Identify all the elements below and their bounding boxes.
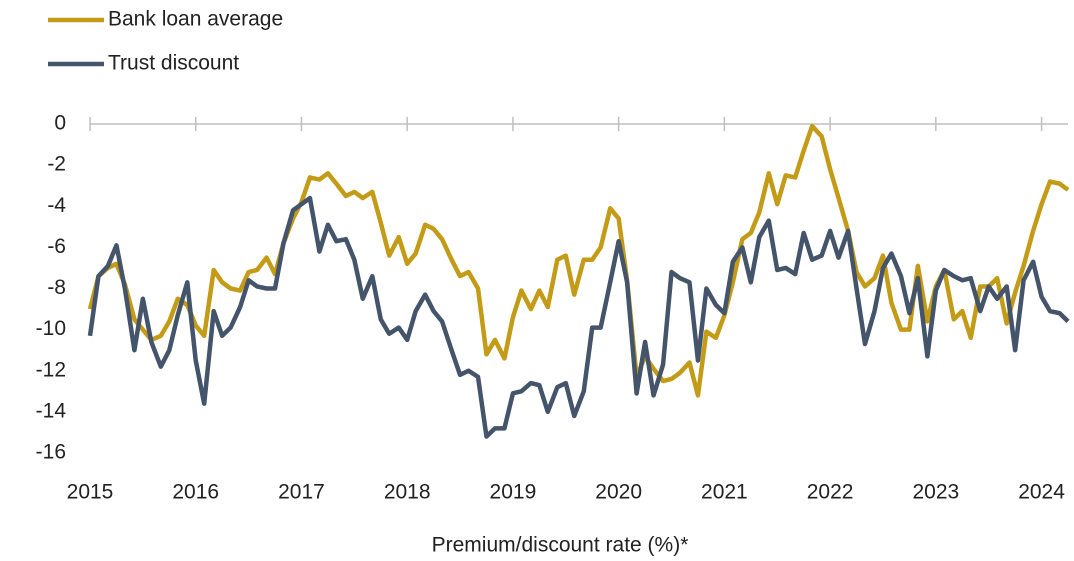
data-line xyxy=(87,195,1070,439)
x-tick-label: 2015 xyxy=(67,481,114,504)
legend-label: Trust discount xyxy=(108,52,239,75)
x-tick-label: 2019 xyxy=(490,481,537,504)
x-axis-title: Premium/discount rate (%)* xyxy=(432,534,689,557)
legend-label: Bank loan average xyxy=(108,8,283,31)
y-tick-label: -8 xyxy=(47,276,66,299)
y-tick-label: -2 xyxy=(47,153,66,176)
x-tick-label: 2023 xyxy=(912,481,959,504)
x-tick-label: 2024 xyxy=(1018,481,1065,504)
data-line xyxy=(87,123,1070,398)
x-tick-label: 2018 xyxy=(384,481,431,504)
y-tick-label: -6 xyxy=(47,235,66,258)
y-tick-label: -14 xyxy=(36,399,67,422)
y-tick-label: 0 xyxy=(54,112,66,135)
x-tick-label: 2020 xyxy=(595,481,642,504)
y-tick-label: -16 xyxy=(36,441,66,464)
y-tick-label: -10 xyxy=(36,317,66,340)
x-tick-label: 2017 xyxy=(278,481,325,504)
y-tick-label: -12 xyxy=(36,358,66,381)
x-tick-label: 2016 xyxy=(172,481,219,504)
x-tick-label: 2022 xyxy=(807,481,854,504)
y-tick-label: -4 xyxy=(47,194,66,217)
x-tick-label: 2021 xyxy=(701,481,748,504)
